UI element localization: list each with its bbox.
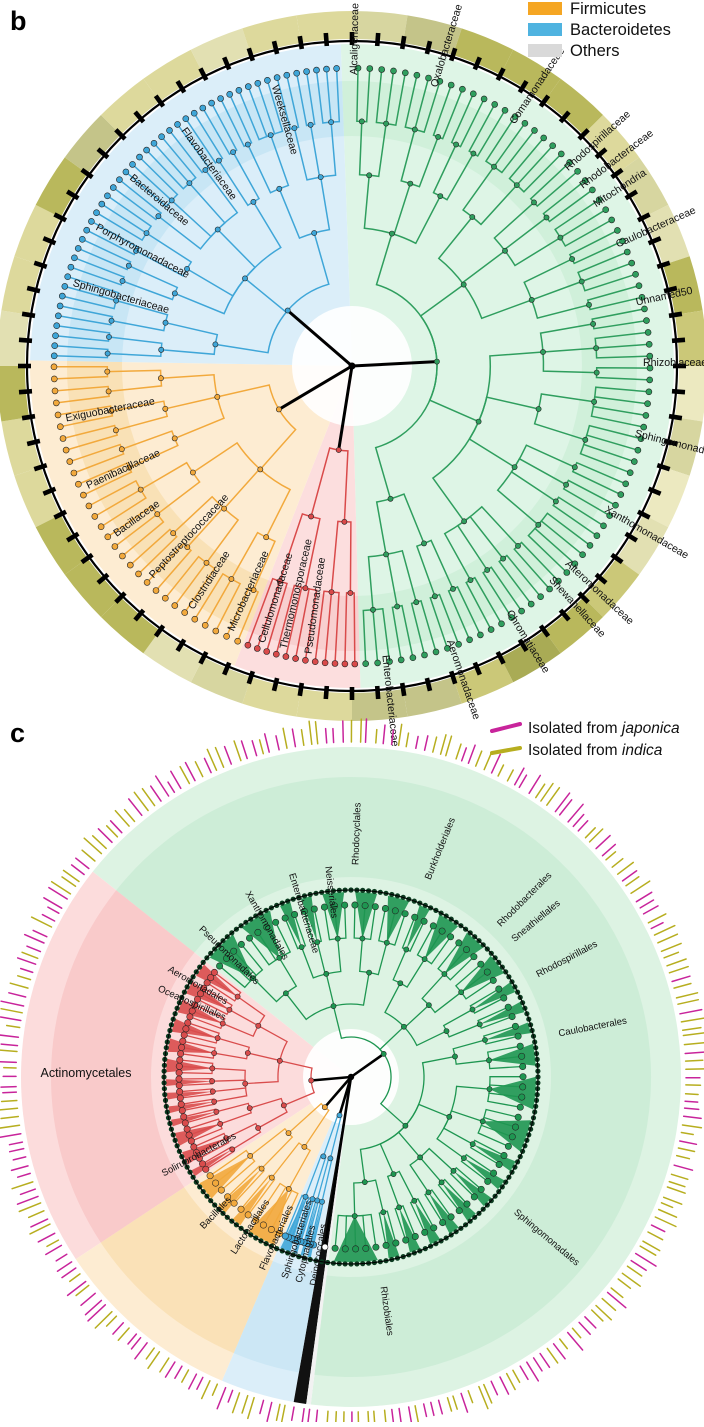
svg-text:Rhizobiaceae: Rhizobiaceae [643,357,704,369]
svg-text:Bacteroidetes: Bacteroidetes [570,21,671,39]
svg-text:Alcaligenaceae: Alcaligenaceae [348,3,361,75]
svg-text:Actinomycetales: Actinomycetales [40,1066,131,1080]
svg-text:c: c [10,718,25,748]
svg-text:Isolated from japonica: Isolated from japonica [528,720,680,737]
svg-text:Isolated from indica: Isolated from indica [528,742,663,759]
svg-text:Others: Others [570,42,620,60]
svg-text:Firmicutes: Firmicutes [570,0,646,18]
svg-text:b: b [10,6,27,36]
svg-text:Rhodocyclales: Rhodocyclales [350,802,363,865]
